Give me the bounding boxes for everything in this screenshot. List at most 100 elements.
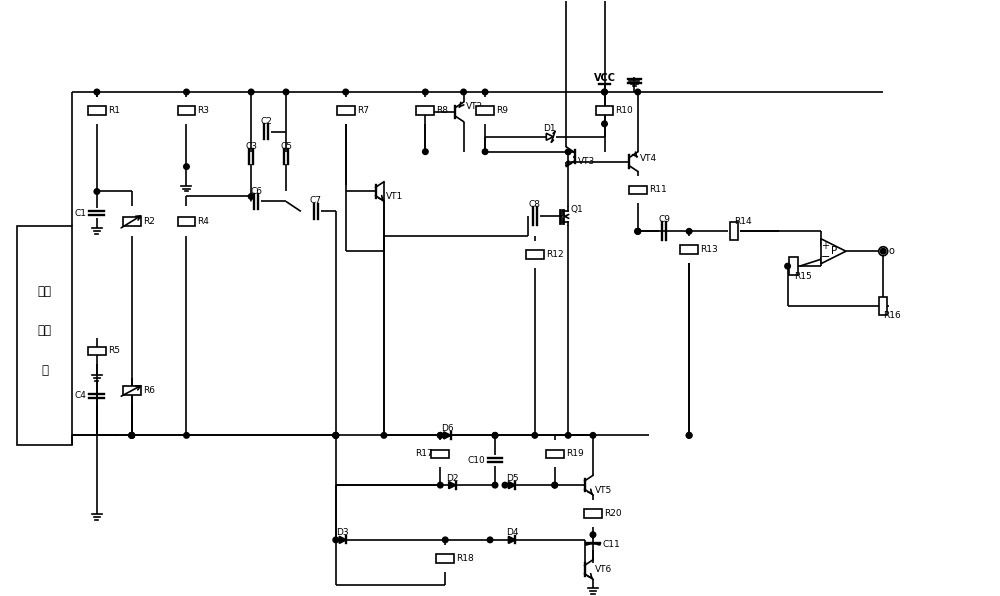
Circle shape (333, 537, 339, 542)
Bar (337, 106, 355, 114)
Text: R12: R12 (546, 250, 563, 259)
Circle shape (283, 89, 289, 95)
Text: VCC: VCC (594, 73, 616, 83)
Bar (436, 554, 454, 563)
Text: R11: R11 (649, 185, 666, 194)
Circle shape (437, 482, 443, 488)
Circle shape (552, 482, 558, 488)
Text: VT1: VT1 (386, 192, 403, 201)
Text: Q1: Q1 (570, 205, 583, 214)
Text: R14: R14 (734, 217, 752, 226)
Circle shape (482, 149, 488, 154)
Text: R1: R1 (108, 106, 120, 115)
Text: D5: D5 (506, 474, 518, 483)
Bar (730, 222, 738, 240)
Text: VT4: VT4 (640, 154, 657, 163)
Text: 采集: 采集 (38, 324, 52, 337)
Text: R17: R17 (415, 449, 433, 458)
Circle shape (94, 189, 100, 194)
Bar (879, 297, 887, 315)
Text: C11: C11 (603, 540, 621, 549)
Circle shape (879, 247, 888, 256)
Text: R6: R6 (143, 386, 155, 395)
Text: R7: R7 (357, 106, 369, 115)
Polygon shape (449, 482, 456, 489)
Bar (546, 449, 564, 458)
Circle shape (602, 89, 607, 95)
Circle shape (333, 433, 339, 438)
Circle shape (686, 433, 692, 438)
Circle shape (129, 433, 135, 438)
Bar (629, 185, 647, 194)
Bar (88, 106, 106, 114)
Text: R16: R16 (883, 312, 901, 321)
Circle shape (487, 537, 493, 542)
Circle shape (94, 89, 100, 95)
Polygon shape (821, 239, 846, 263)
Text: VT2: VT2 (466, 103, 483, 111)
Text: C2: C2 (260, 117, 272, 126)
Circle shape (129, 433, 135, 438)
Circle shape (333, 433, 339, 438)
Bar (123, 386, 141, 395)
Bar (431, 449, 449, 458)
Text: 音频: 音频 (38, 284, 52, 297)
Circle shape (492, 433, 498, 438)
Text: R18: R18 (456, 554, 474, 563)
Bar (123, 217, 141, 226)
Circle shape (333, 433, 339, 438)
Circle shape (565, 149, 571, 155)
Circle shape (492, 482, 498, 488)
Text: D6: D6 (441, 424, 454, 433)
Circle shape (686, 228, 692, 234)
Bar (584, 509, 602, 517)
Circle shape (423, 89, 428, 95)
Circle shape (129, 433, 135, 438)
Bar (526, 250, 544, 259)
Text: +: + (821, 241, 829, 251)
Circle shape (635, 228, 641, 234)
Polygon shape (339, 536, 346, 544)
Text: R4: R4 (197, 217, 209, 226)
Circle shape (880, 249, 886, 254)
Circle shape (602, 89, 607, 95)
Circle shape (602, 121, 607, 126)
Text: D4: D4 (506, 529, 518, 538)
Text: R10: R10 (615, 106, 633, 115)
Circle shape (442, 537, 448, 542)
Text: VT6: VT6 (595, 565, 612, 574)
Text: VT5: VT5 (595, 486, 612, 495)
Circle shape (482, 89, 488, 95)
Circle shape (532, 433, 538, 438)
Circle shape (184, 164, 189, 169)
Circle shape (184, 89, 189, 95)
Circle shape (635, 228, 641, 234)
Text: C3: C3 (245, 142, 257, 151)
Circle shape (635, 228, 641, 234)
Circle shape (381, 433, 387, 438)
Text: 器: 器 (41, 364, 48, 377)
Text: C5: C5 (280, 142, 292, 151)
Text: R2: R2 (143, 217, 155, 226)
Text: C8: C8 (529, 200, 541, 209)
Bar (178, 217, 195, 226)
Bar (789, 257, 798, 275)
Circle shape (333, 433, 339, 438)
Text: R5: R5 (108, 346, 120, 355)
Text: R8: R8 (436, 106, 448, 115)
Bar (680, 246, 698, 254)
Circle shape (590, 532, 596, 538)
Text: R20: R20 (604, 509, 622, 518)
Polygon shape (508, 536, 515, 544)
Bar (596, 106, 613, 114)
Circle shape (184, 433, 189, 438)
Text: −: − (821, 252, 830, 262)
Text: C4: C4 (75, 391, 86, 400)
Text: C6: C6 (250, 187, 262, 195)
Text: C9: C9 (658, 215, 670, 224)
Circle shape (552, 482, 558, 488)
Text: C10: C10 (467, 456, 485, 465)
Bar (178, 106, 195, 114)
Polygon shape (546, 134, 553, 140)
Text: D1: D1 (543, 123, 556, 132)
